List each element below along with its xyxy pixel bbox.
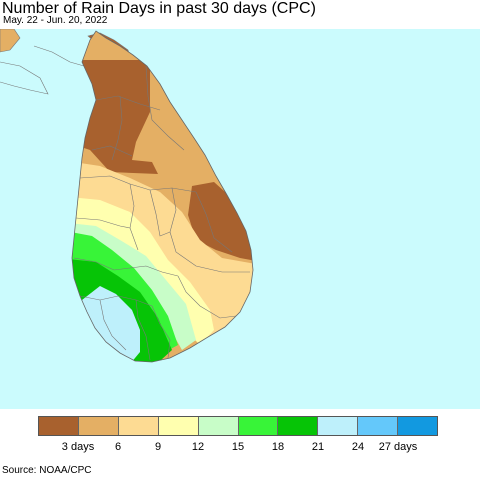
district-boundaries	[73, 65, 250, 361]
legend-label-6: 21	[311, 441, 325, 453]
legend-label-0: 3 days	[61, 441, 95, 453]
mainland-coast	[0, 61, 49, 95]
legend-label-2: 9	[154, 441, 162, 453]
map-svg	[0, 29, 254, 363]
legend-label-5: 18	[271, 441, 285, 453]
legend-swatch-7	[318, 417, 359, 435]
legend-label-3: 12	[191, 441, 205, 453]
map-subtitle: May. 22 - Jun. 20, 2022	[3, 15, 108, 26]
legend-label-1: 6	[114, 441, 122, 453]
legend-label-4: 15	[231, 441, 245, 453]
legend-swatch-6	[278, 417, 319, 435]
source-credit: Source: NOAA/CPC	[2, 465, 92, 476]
legend-swatch-1	[78, 417, 119, 435]
legend-color-bar	[38, 416, 438, 436]
legend-label-8: 27 days	[378, 441, 418, 453]
legend-swatch-9	[398, 417, 438, 435]
mainland-region	[0, 29, 21, 53]
legend-swatch-8	[358, 417, 399, 435]
rain-days-fill	[72, 31, 253, 362]
legend-swatch-5	[238, 417, 279, 435]
map-area	[0, 29, 480, 409]
legend-labels: 3 days 6 9 12 15 18 21 24 27 days	[38, 441, 438, 455]
legend-swatch-4	[198, 417, 239, 435]
legend-swatch-0	[39, 417, 79, 435]
legend-swatch-2	[118, 417, 159, 435]
island-outline	[71, 30, 254, 363]
legend-swatch-3	[158, 417, 199, 435]
map-title: Number of Rain Days in past 30 days (CPC…	[2, 0, 316, 17]
legend-label-7: 24	[351, 441, 365, 453]
mainland-coast	[33, 45, 85, 67]
